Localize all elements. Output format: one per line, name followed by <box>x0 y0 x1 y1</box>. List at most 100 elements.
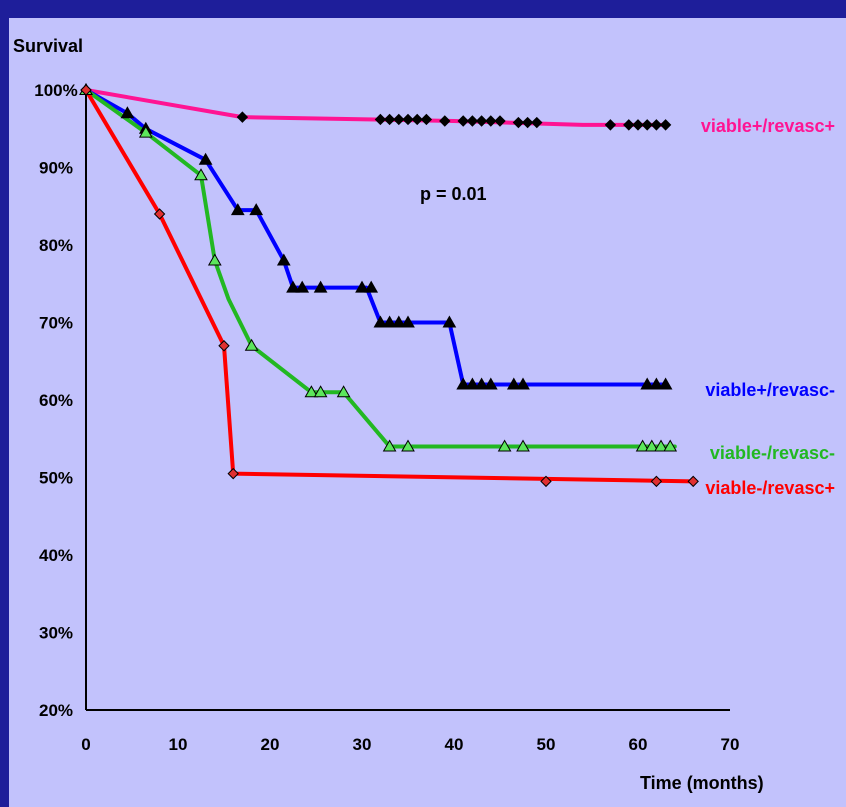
x-tick-label: 60 <box>629 735 648 754</box>
data-point-marker <box>364 280 379 293</box>
data-point-marker <box>516 377 530 390</box>
data-point-marker <box>230 203 245 216</box>
x-tick-label: 30 <box>353 735 372 754</box>
data-point-marker <box>456 377 471 390</box>
y-tick-label: 50% <box>39 469 73 488</box>
data-point-marker <box>604 119 617 131</box>
data-point-marker <box>313 280 328 293</box>
data-point-marker <box>531 116 543 129</box>
data-point-marker <box>227 467 239 480</box>
data-point-marker <box>650 119 663 131</box>
x-tick-label: 50 <box>537 735 556 754</box>
data-point-marker <box>650 475 663 488</box>
data-point-marker <box>632 119 644 131</box>
data-point-marker <box>382 315 397 328</box>
y-axis-title: Survival <box>13 36 83 56</box>
y-tick-label: 60% <box>39 391 73 410</box>
data-point-marker <box>207 253 222 266</box>
data-point-marker <box>304 385 319 398</box>
data-point-marker <box>516 439 530 452</box>
y-tick-label: 70% <box>39 314 73 333</box>
data-point-marker <box>512 116 525 129</box>
data-point-marker <box>641 119 653 131</box>
y-tick-label: 30% <box>39 624 73 643</box>
data-point-marker <box>654 439 668 452</box>
data-point-marker <box>336 385 351 398</box>
data-point-marker <box>198 152 213 165</box>
data-point-marker <box>355 280 369 293</box>
data-point-marker <box>401 315 415 328</box>
data-point-marker <box>483 377 498 390</box>
y-tick-label: 40% <box>39 546 73 565</box>
data-point-marker <box>457 115 469 127</box>
data-point-marker <box>497 439 512 452</box>
data-point-marker <box>313 385 328 398</box>
data-point-marker <box>663 439 678 452</box>
data-point-marker <box>218 340 230 352</box>
data-point-marker <box>120 106 135 119</box>
data-point-marker <box>474 377 489 390</box>
x-tick-label: 70 <box>721 735 740 754</box>
data-point-marker <box>659 119 672 131</box>
data-point-marker <box>249 203 264 216</box>
chart-panel <box>9 18 846 807</box>
series-label: viable+/revasc+ <box>701 116 835 136</box>
data-point-marker <box>391 315 406 328</box>
data-point-marker <box>644 439 659 452</box>
data-point-marker <box>623 119 635 131</box>
series-label: viable-/revasc+ <box>705 478 835 498</box>
data-point-marker <box>401 439 415 452</box>
data-point-marker <box>540 475 552 488</box>
p-value-annotation: p = 0.01 <box>420 184 487 204</box>
data-point-marker <box>244 338 259 351</box>
data-point-marker <box>506 377 521 390</box>
data-point-marker <box>465 377 480 390</box>
y-tick-label: 90% <box>39 159 73 178</box>
data-point-marker <box>373 315 388 328</box>
data-point-marker <box>521 116 534 129</box>
series-label: viable-/revasc- <box>710 443 835 463</box>
data-point-marker <box>383 113 396 126</box>
y-tick-label: 20% <box>39 701 73 720</box>
data-point-marker <box>295 280 310 293</box>
x-tick-label: 10 <box>169 735 188 754</box>
data-point-marker <box>635 439 650 452</box>
data-point-marker <box>276 253 291 266</box>
data-point-marker <box>640 377 655 390</box>
data-point-marker <box>393 113 405 126</box>
x-axis-title: Time (months) <box>640 773 764 793</box>
y-tick-label: 80% <box>39 236 73 255</box>
x-tick-label: 0 <box>81 735 90 754</box>
data-point-marker <box>194 168 208 181</box>
series-label: viable+/revasc- <box>705 380 835 400</box>
y-tick-label: 100% <box>34 81 77 100</box>
data-point-marker <box>286 280 300 293</box>
data-point-marker <box>153 208 166 220</box>
x-tick-label: 40 <box>445 735 464 754</box>
data-point-marker <box>236 111 249 123</box>
series-group <box>79 82 699 488</box>
data-point-marker <box>485 115 497 127</box>
data-point-marker <box>439 115 451 127</box>
x-tick-label: 20 <box>261 735 280 754</box>
series-labels: viable+/revasc+ viable+/revasc-viable-/re… <box>701 116 835 498</box>
series-line-3 <box>84 88 677 449</box>
data-point-marker <box>494 115 506 127</box>
data-point-marker <box>80 84 92 96</box>
data-point-marker <box>649 377 664 390</box>
series-line-4 <box>84 88 696 484</box>
data-point-marker <box>138 125 153 138</box>
data-point-marker <box>658 377 673 390</box>
data-point-marker <box>442 315 457 328</box>
data-point-marker <box>411 113 423 126</box>
data-point-marker <box>466 115 479 127</box>
data-point-marker <box>687 475 699 488</box>
data-point-marker <box>402 113 414 126</box>
data-point-marker <box>374 113 387 126</box>
data-point-marker <box>420 113 433 126</box>
data-point-marker <box>475 115 488 127</box>
axis-ticks: 20% 30% 40% 50% 60% 70% 80% 90% 100% 0 10 20 30 40 50 6… <box>34 81 739 754</box>
data-point-marker <box>382 439 397 452</box>
